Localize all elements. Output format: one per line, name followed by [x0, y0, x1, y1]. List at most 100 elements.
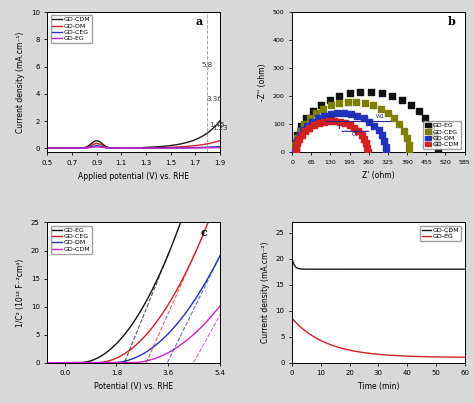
Point [336, 100, 343, 106]
Point [346, 122, 354, 128]
Legend: GD-CDM, GD-DM, GD-CEG, GD-EG: GD-CDM, GD-DM, GD-CEG, GD-EG [51, 15, 92, 43]
Point [346, 90, 354, 97]
Point [297, 123, 305, 129]
X-axis label: Potential (V) vs. RHE: Potential (V) vs. RHE [94, 382, 173, 391]
Point [293, 140, 301, 146]
Text: W1: W1 [376, 114, 385, 119]
Point [344, 99, 351, 105]
Point [301, 128, 309, 134]
Point [319, 106, 327, 112]
Point [371, 123, 378, 129]
Point [384, 110, 392, 116]
X-axis label: Z' (ohm): Z' (ohm) [362, 170, 395, 179]
Point [292, 141, 299, 148]
Point [292, 149, 299, 156]
Point [434, 149, 442, 156]
Point [315, 120, 322, 126]
Text: R1: R1 [328, 114, 336, 119]
Point [403, 134, 410, 141]
Point [365, 118, 373, 125]
Point [290, 149, 297, 156]
Point [317, 102, 325, 108]
X-axis label: Applied potential (V) vs. RHE: Applied potential (V) vs. RHE [78, 172, 189, 181]
Point [320, 118, 328, 125]
Legend: GD-EG, GD-CEG, GD-DM, GD-CDM: GD-EG, GD-CEG, GD-DM, GD-CDM [51, 226, 92, 253]
Point [433, 140, 441, 147]
Text: R2: R2 [350, 114, 358, 119]
Point [378, 90, 386, 97]
Point [375, 127, 383, 133]
Point [422, 115, 429, 121]
Point [291, 140, 298, 147]
Point [381, 137, 388, 144]
Point [390, 115, 398, 121]
Point [340, 110, 348, 116]
Point [396, 121, 403, 127]
Text: a: a [195, 16, 202, 27]
Y-axis label: Current density (mA.cm⁻²): Current density (mA.cm⁻²) [261, 242, 270, 343]
Text: 5.8: 5.8 [202, 62, 213, 68]
Point [305, 125, 313, 131]
Point [299, 127, 307, 133]
Point [336, 93, 343, 99]
Text: d: d [445, 226, 453, 238]
Point [309, 118, 316, 125]
Point [292, 144, 300, 151]
Point [382, 143, 390, 150]
Point [363, 140, 370, 146]
Point [369, 102, 377, 109]
Point [325, 118, 333, 124]
Point [327, 111, 334, 117]
Point [427, 123, 435, 129]
Point [407, 102, 415, 108]
Legend: GD-EG, GD-CEG, GD-DM, GD-CDM: GD-EG, GD-CEG, GD-DM, GD-CDM [423, 121, 461, 149]
Point [361, 100, 369, 106]
Point [388, 93, 396, 99]
Point [360, 115, 367, 122]
Point [350, 125, 358, 131]
Point [314, 115, 322, 122]
Point [406, 149, 413, 156]
Point [312, 110, 320, 116]
Point [358, 131, 365, 138]
Point [296, 127, 304, 134]
Point [415, 108, 422, 114]
Point [309, 108, 317, 114]
Y-axis label: Current density (mA.cm⁻¹): Current density (mA.cm⁻¹) [16, 31, 25, 133]
Point [354, 113, 361, 119]
Point [356, 89, 364, 95]
Point [334, 110, 341, 116]
Text: 3.36: 3.36 [207, 96, 223, 102]
Point [347, 111, 355, 117]
Text: b: b [448, 16, 456, 27]
Point [331, 118, 338, 124]
Point [400, 127, 408, 134]
Point [293, 137, 301, 144]
Point [303, 123, 311, 129]
Point [326, 97, 334, 103]
Point [431, 131, 438, 138]
Point [353, 99, 360, 105]
Point [293, 131, 301, 138]
Point [361, 135, 368, 142]
Point [405, 141, 412, 148]
Text: 1.45: 1.45 [210, 122, 225, 128]
Point [367, 89, 375, 95]
Point [383, 149, 390, 156]
Point [302, 115, 310, 121]
Point [336, 118, 344, 125]
Text: C1: C1 [352, 132, 359, 137]
Point [364, 149, 372, 156]
Point [341, 120, 349, 126]
Point [327, 102, 335, 109]
Point [293, 134, 301, 141]
Point [292, 149, 300, 156]
Legend: GD-CDM, GD-EG: GD-CDM, GD-EG [420, 226, 461, 241]
Point [306, 115, 314, 121]
X-axis label: Time (min): Time (min) [357, 382, 399, 391]
Point [364, 144, 371, 151]
Point [378, 132, 386, 139]
Point [301, 121, 308, 127]
Point [292, 143, 300, 150]
Point [355, 128, 362, 134]
